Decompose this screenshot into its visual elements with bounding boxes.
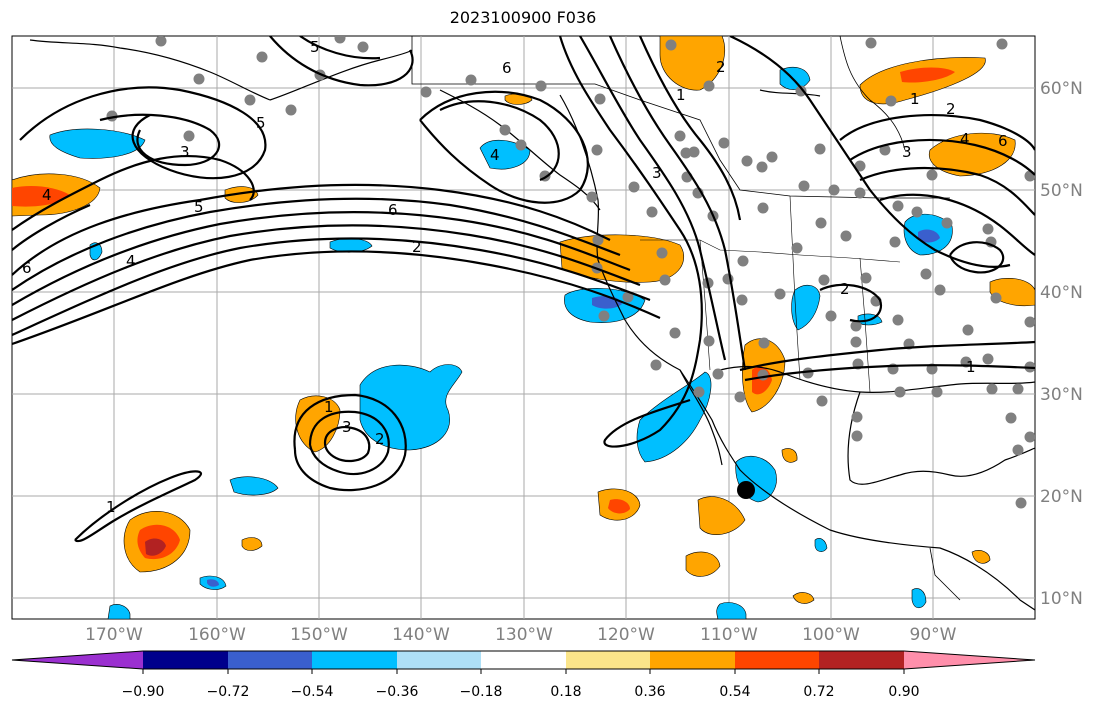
contour-lines [12, 36, 1035, 543]
colorbar-tick-label: −0.90 [122, 684, 165, 700]
contour-label: 2 [716, 58, 726, 76]
lon-label: 170°W [85, 625, 143, 645]
anomaly-negative-rockies [791, 284, 821, 331]
contour-label: 4 [126, 252, 136, 270]
contour-label: 3 [342, 418, 352, 436]
lon-label: 140°W [392, 625, 450, 645]
lon-label: 100°W [802, 625, 860, 645]
contour-label: 5 [194, 198, 204, 216]
contour-label: 6 [22, 259, 32, 277]
lat-label: 20°N [1040, 487, 1083, 507]
colorbar-ticks [142, 669, 905, 674]
colorbar-extend-high [904, 651, 1035, 669]
colorbar-tick-label: 0.36 [634, 684, 665, 700]
anomaly-positive-small-1 [224, 186, 259, 203]
colorbar-tick-label: −0.18 [460, 684, 503, 700]
anomaly-negative-small-9 [814, 538, 828, 552]
contour-label: 4 [490, 146, 500, 164]
colorbar-tick-label: −0.72 [207, 684, 250, 700]
contour-label: 3 [180, 143, 190, 161]
latitude-labels: 60°N 50°N 40°N 30°N 20°N 10°N [1040, 79, 1083, 609]
contour-label: 1 [106, 498, 116, 516]
anomaly-positive-hawaii-core [145, 538, 166, 556]
anomaly-negative-small-2 [229, 476, 279, 496]
colorbar-bin [566, 651, 650, 669]
contour-label: 1 [910, 90, 920, 108]
storm-position-marker [737, 481, 755, 499]
anomaly-negative-small-8 [911, 588, 927, 609]
contour-label: 5 [256, 114, 266, 132]
colorbar [11, 650, 1036, 670]
station-dots [106, 36, 1035, 509]
contour-label-group: 4 6 4 3 5 5 5 6 2 6 4 3 1 2 2 1 2 3 4 6 … [22, 38, 1008, 516]
colorbar-tick-label: 0.72 [803, 684, 834, 700]
colorbar-bin [735, 651, 819, 669]
contour-label: 2 [840, 280, 850, 298]
anomaly-negative-small-7 [107, 604, 131, 619]
colorbar-bin [650, 651, 735, 669]
anomaly-positive-west-core [12, 186, 70, 207]
lat-label: 60°N [1040, 79, 1083, 99]
colorbar-tick-label: −0.54 [291, 684, 334, 700]
contour-label: 3 [652, 164, 662, 182]
map-title: 2023100900 F036 [449, 8, 597, 27]
colorbar-tick-label: 0.18 [550, 684, 581, 700]
lat-label: 50°N [1040, 181, 1083, 201]
colorbar-bin [481, 651, 566, 669]
anomaly-positive-coast [559, 234, 685, 283]
lat-label: 30°N [1040, 385, 1083, 405]
anomaly-positive-small-2 [241, 537, 263, 551]
lat-label: 40°N [1040, 283, 1083, 303]
anomaly-positive-tropics-2 [697, 496, 746, 535]
contour-label: 1 [676, 86, 686, 104]
anomaly-negative-great-lakes-core [918, 229, 940, 243]
colorbar-bin [228, 651, 312, 669]
anomaly-positive-small-4 [781, 448, 798, 463]
longitude-labels: 170°W 160°W 150°W 140°W 130°W 120°W 110°… [85, 625, 957, 645]
colorbar-tick-label: 0.90 [888, 684, 919, 700]
contour-label: 1 [966, 358, 976, 376]
lat-label: 10°N [1040, 589, 1083, 609]
contour-label: 6 [388, 201, 398, 219]
anomaly-negative-sw-us [636, 371, 712, 463]
contour-label: 4 [960, 130, 970, 148]
anomaly-positive-small-6 [971, 550, 991, 564]
contour-label: 2 [412, 238, 422, 256]
colorbar-bin [819, 651, 904, 669]
lon-label: 160°W [188, 625, 246, 645]
lon-label: 150°W [290, 625, 348, 645]
colorbar-tick-label: −0.36 [376, 684, 419, 700]
colorbar-tick-label: 0.54 [719, 684, 750, 700]
shaded-anomalies [12, 36, 1035, 619]
colorbar-bin [143, 651, 228, 669]
anomaly-negative-west [49, 128, 146, 159]
contour-label: 3 [902, 143, 912, 161]
contour-label: 1 [324, 398, 334, 416]
anomaly-positive-tropics-1-core [608, 499, 630, 514]
lon-label: 90°W [910, 625, 957, 645]
anomaly-negative-small-3-core [207, 579, 219, 587]
anomaly-negative-small-6 [716, 602, 747, 619]
anomaly-positive-tropics-3 [685, 551, 721, 577]
colorbar-tick-labels: −0.90 −0.72 −0.54 −0.36 −0.18 0.18 0.36 … [122, 684, 920, 700]
contour-label: 6 [502, 59, 512, 77]
colorbar-extend-low [12, 651, 143, 669]
contour-label: 2 [946, 100, 956, 118]
anomaly-positive-nw-canada-core [900, 67, 955, 83]
anomaly-positive-alaska [659, 36, 726, 91]
colorbar-bin [312, 651, 397, 669]
anomaly-positive-small-5 [792, 592, 815, 604]
lon-label: 120°W [597, 625, 655, 645]
contour-label: 2 [375, 430, 385, 448]
contour-label: 4 [42, 186, 52, 204]
lon-label: 110°W [700, 625, 758, 645]
contour-label: 5 [310, 38, 320, 56]
contour-label: 6 [998, 132, 1008, 150]
lon-label: 130°W [495, 625, 553, 645]
colorbar-bin [397, 651, 481, 669]
